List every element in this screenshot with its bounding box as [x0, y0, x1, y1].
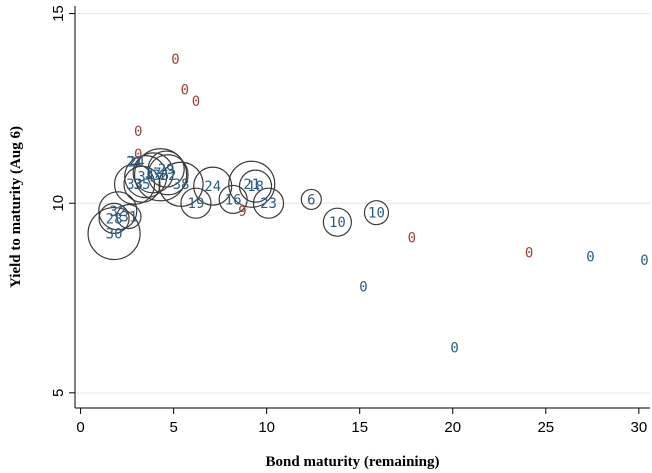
point-label: 24	[204, 179, 221, 195]
x-tick-label: 25	[537, 419, 554, 436]
x-axis-title: Bond maturity (remaining)	[266, 454, 440, 470]
point-label: 10	[368, 206, 385, 222]
grid	[75, 13, 650, 394]
point-label: 10	[329, 215, 346, 231]
point-label: 0	[171, 52, 179, 68]
point-label: 9	[238, 204, 246, 220]
point-label: 34	[137, 170, 154, 186]
bubble-marker	[98, 202, 130, 234]
point-label: 21	[243, 177, 260, 193]
bubble-marker	[98, 191, 138, 231]
point-label: 32	[109, 204, 126, 220]
x-tick-label: 10	[258, 419, 275, 436]
y-tick-label: 15	[50, 5, 67, 22]
bubble-marker	[300, 188, 322, 211]
point-label: 0	[134, 124, 142, 140]
point-label: 37	[145, 166, 162, 182]
bubble-marker	[132, 152, 174, 194]
point-label: 29	[158, 162, 175, 178]
point-label: 36	[152, 168, 169, 184]
point-label: 0	[181, 82, 189, 98]
point-label: 31	[121, 209, 138, 225]
point-label: 6	[307, 192, 315, 208]
bubble-marker	[180, 187, 212, 219]
bubble-marker	[252, 187, 285, 219]
bubble-marker	[363, 200, 390, 226]
y-axis-title: Yield to maturity (Aug 6)	[8, 126, 24, 288]
point-label: 22	[160, 168, 177, 184]
point-label: 0	[450, 340, 458, 356]
bubble-marker	[228, 160, 276, 208]
x-tick-label: 15	[351, 419, 368, 436]
y-tick-label: 5	[50, 389, 67, 397]
axes: 0 5 10 15 20 25 30 5 10 15	[50, 5, 650, 436]
point-label: 35	[134, 177, 151, 193]
point-label: 0	[359, 280, 367, 296]
point-label: 0	[586, 249, 594, 265]
point-label: 30	[106, 227, 123, 243]
bubble-marker	[322, 207, 352, 237]
point-label: 0	[192, 94, 200, 110]
bubbles	[87, 148, 390, 261]
x-tick-label: 5	[169, 419, 177, 436]
bubble-marker	[147, 150, 185, 188]
bubble-marker	[116, 203, 142, 230]
bubble-marker	[124, 155, 168, 199]
point-label: 33	[126, 177, 143, 193]
bubble-marker	[147, 154, 189, 196]
bubble-marker	[133, 148, 188, 202]
x-tick-label: 20	[444, 419, 461, 436]
point-label: 38	[173, 177, 190, 193]
point-label: 16	[225, 192, 242, 208]
point-label: 24	[128, 154, 145, 170]
point-label: 18	[247, 179, 264, 195]
x-tick-label: 30	[630, 419, 647, 436]
bubble-marker	[193, 166, 233, 206]
point-label: 0	[525, 246, 533, 262]
bubble-marker	[87, 206, 141, 261]
point-label: 21	[126, 154, 143, 170]
x-tick-label: 0	[76, 419, 84, 436]
bubble-marker	[238, 169, 273, 203]
y-tick-label: 10	[50, 195, 67, 212]
bubble-marker	[123, 165, 161, 203]
point-label: 0	[408, 230, 416, 246]
point-label: 0	[134, 147, 142, 163]
point-label: 28	[106, 211, 123, 227]
point-label: 0	[640, 253, 648, 269]
point-label: 23	[260, 196, 277, 212]
point-label: 19	[188, 196, 205, 212]
